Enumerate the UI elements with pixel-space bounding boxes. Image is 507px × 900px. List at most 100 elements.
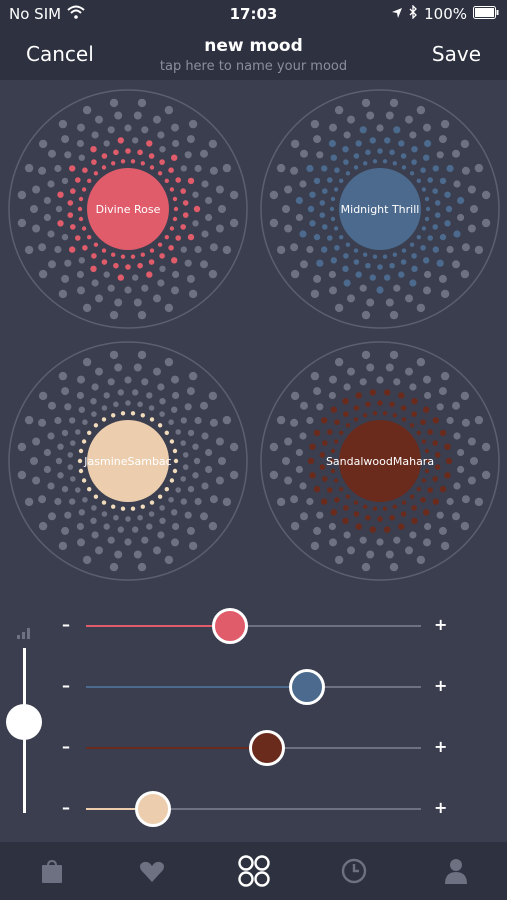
wheel-dot	[180, 188, 186, 194]
wheel-dot	[91, 279, 99, 287]
wheel-dot	[321, 165, 328, 172]
wheel-dot	[208, 521, 218, 531]
slider-track[interactable]	[86, 808, 421, 810]
increase-button[interactable]: +	[434, 737, 448, 756]
wheel-jasmine-sambac[interactable]: Jasmine Sambac	[7, 340, 249, 582]
wheel-dot	[76, 522, 84, 531]
wheel-dot	[434, 212, 441, 218]
bluetooth-icon	[409, 4, 418, 23]
wheel-label-line: Sambac	[127, 454, 172, 468]
increase-button[interactable]: +	[434, 798, 448, 817]
wheel-dot	[75, 177, 81, 183]
wheel-dot	[343, 531, 351, 539]
mood-name-hint[interactable]: tap here to name your mood	[159, 59, 348, 74]
wheel-dot	[172, 216, 178, 222]
slider-knob[interactable]	[289, 669, 326, 705]
wheel-dot	[424, 196, 430, 202]
slider-track[interactable]	[86, 625, 421, 627]
bag-icon[interactable]	[37, 856, 67, 886]
wheel-dot	[445, 457, 453, 465]
intensity-knob[interactable]	[6, 704, 42, 741]
wheel-dot	[157, 279, 165, 287]
increase-button[interactable]: +	[434, 615, 448, 634]
wheel-dot	[218, 457, 226, 465]
wheel-dot	[300, 512, 308, 521]
wheel-label: Divine Rose	[88, 169, 168, 249]
wheel-dot	[87, 235, 92, 240]
wheel-dot	[342, 265, 349, 272]
wheel-dot	[168, 497, 174, 503]
wheel-dot	[334, 497, 340, 503]
wheel-dot	[30, 457, 38, 465]
wheel-dot	[446, 245, 454, 254]
wheel-dot	[54, 497, 62, 506]
wheel-core	[339, 420, 421, 502]
decrease-button[interactable]: –	[62, 615, 70, 634]
slider-knob[interactable]	[212, 608, 249, 644]
wheel-dot	[187, 177, 195, 185]
mood-title[interactable]: new mood	[204, 36, 303, 56]
wheel-dot	[330, 257, 337, 264]
decrease-button[interactable]: –	[62, 676, 70, 695]
wheel-dot	[432, 188, 438, 194]
wheel-dot	[316, 511, 324, 519]
wheel-dot	[330, 216, 336, 222]
wheel-dot	[192, 443, 199, 450]
wheel-dot	[78, 468, 84, 474]
intensity-slider[interactable]	[0, 620, 50, 820]
wheel-dot	[409, 242, 415, 247]
wheel-dot	[133, 363, 142, 372]
clock-icon[interactable]	[339, 856, 369, 886]
wheel-dot	[24, 415, 34, 425]
wheel-dot	[175, 235, 181, 241]
profile-icon[interactable]	[441, 856, 471, 886]
wifi-icon	[67, 5, 85, 23]
wheel-dot	[75, 487, 81, 493]
wheel-dot	[168, 245, 174, 251]
wheel-dot	[382, 506, 388, 511]
wheel-sandalwood-mahara[interactable]: Sandalwood Mahara	[259, 340, 501, 582]
wheel-dot	[47, 180, 55, 188]
save-button[interactable]: Save	[431, 42, 481, 66]
wheel-dot	[169, 187, 175, 192]
wheel-dot	[420, 419, 426, 425]
wheel-dot	[282, 205, 290, 213]
wheel-divine-rose[interactable]: Divine Rose	[7, 88, 249, 330]
increase-button[interactable]: +	[434, 676, 448, 695]
wheel-dot	[284, 185, 293, 194]
slider-knob[interactable]	[135, 791, 171, 827]
wheel-dot	[137, 149, 143, 156]
wheel-dot	[103, 140, 110, 147]
moods-icon[interactable]	[237, 854, 271, 888]
wheel-dot	[146, 140, 153, 147]
wheel-dot	[180, 440, 186, 446]
wheel-dot	[309, 443, 316, 450]
wheel-outline	[260, 89, 500, 329]
wheel-dot	[184, 403, 192, 411]
wheel-dot	[24, 497, 34, 507]
wheel-dot	[38, 166, 47, 175]
wheel-dot	[90, 517, 97, 524]
wheel-dot	[316, 403, 324, 411]
wheel-dot	[184, 259, 192, 267]
heart-icon[interactable]	[137, 856, 167, 886]
wheel-dot	[130, 506, 136, 511]
wheel-dot	[377, 264, 383, 270]
wheel-dot	[334, 357, 344, 367]
wheel-midnight-thrill[interactable]: Midnight Thrill	[259, 88, 501, 330]
slider-knob[interactable]	[248, 730, 285, 766]
wheel-dot	[306, 497, 314, 506]
decrease-button[interactable]: –	[62, 798, 70, 817]
decrease-button[interactable]: –	[62, 737, 70, 756]
wheel-dot	[319, 464, 326, 470]
wheel-dot	[171, 375, 179, 384]
wheel-dot	[159, 505, 165, 511]
wheel-dot	[467, 185, 476, 194]
wheel-dot	[141, 378, 149, 386]
wheel-dot	[171, 154, 178, 161]
wheel-dot	[175, 487, 181, 493]
wheel-dot	[77, 458, 83, 464]
wheel-dot	[436, 403, 444, 411]
wheel-outline	[8, 341, 248, 581]
cancel-button[interactable]: Cancel	[26, 42, 94, 66]
